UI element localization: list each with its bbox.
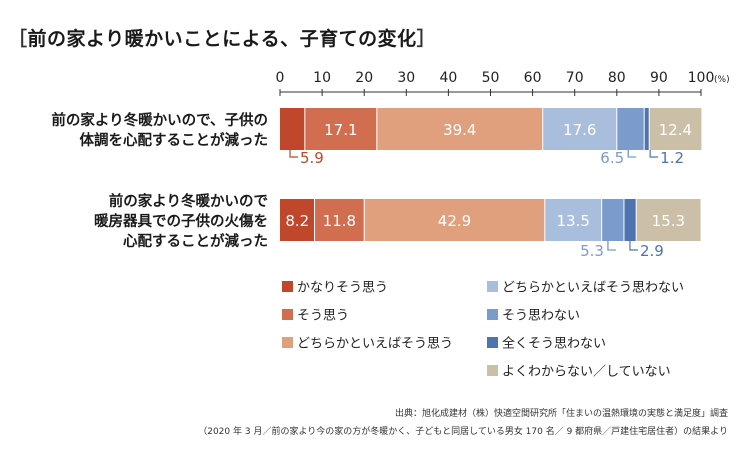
data-label: 39.4 bbox=[443, 121, 476, 139]
x-tick-label: 40 bbox=[439, 70, 457, 86]
legend-label: どちらかといえばそう思わない bbox=[502, 281, 684, 296]
bar-segment bbox=[601, 199, 624, 241]
legend-swatch bbox=[282, 337, 293, 348]
chart-title: ［前の家より暖かいことによる、子育ての変化］ bbox=[8, 24, 436, 51]
callout-leader bbox=[607, 241, 616, 251]
title-open-bracket: ［ bbox=[8, 28, 28, 50]
data-label: 12.4 bbox=[659, 121, 692, 139]
callout-label: 6.5 bbox=[600, 149, 624, 167]
x-tick-label: 10 bbox=[313, 70, 331, 86]
callout-leader bbox=[289, 150, 298, 158]
legend-swatch bbox=[487, 337, 498, 348]
title-close-bracket: ］ bbox=[416, 28, 437, 50]
category-label: 体調を心配することが減った bbox=[80, 131, 269, 149]
callout-label: 5.9 bbox=[300, 149, 324, 167]
source-line-1: 出典：旭化成建材（株）快適空間研究所「住まいの温熱環境の実態と満足度」調査 bbox=[394, 409, 728, 419]
x-unit-label: (%) bbox=[714, 75, 730, 85]
callout-leader bbox=[649, 150, 659, 158]
legend-label: そう思う bbox=[297, 309, 349, 324]
callout-leader bbox=[627, 150, 637, 158]
bar-segment bbox=[542, 108, 617, 150]
x-tick-label: 0 bbox=[276, 70, 285, 86]
category-label: 前の家より冬暖かいので bbox=[109, 192, 268, 210]
bar-segment bbox=[636, 199, 701, 241]
callout-label: 5.3 bbox=[580, 242, 604, 260]
x-tick-label: 20 bbox=[355, 70, 373, 86]
data-label: 17.1 bbox=[324, 121, 357, 139]
x-tick-label: 100 bbox=[688, 70, 715, 86]
legend-swatch bbox=[487, 281, 498, 292]
bar-segment bbox=[649, 108, 702, 150]
bar-segment bbox=[623, 199, 637, 241]
legend-label: 全くそう思わない bbox=[502, 336, 606, 352]
bar-segment bbox=[364, 199, 545, 241]
bar-segment bbox=[644, 108, 650, 150]
callout-label: 1.2 bbox=[660, 149, 684, 167]
title-text: 前の家より暖かいことによる、子育ての変化 bbox=[27, 28, 417, 50]
legend-swatch bbox=[487, 309, 498, 320]
data-label: 17.6 bbox=[563, 121, 596, 139]
legend-swatch bbox=[487, 365, 498, 376]
data-label: 15.3 bbox=[652, 212, 685, 230]
x-tick-label: 70 bbox=[566, 70, 584, 86]
x-tick-label: 80 bbox=[608, 70, 626, 86]
bar-segment bbox=[616, 108, 645, 150]
category-label: 前の家より冬暖かいので、子供の bbox=[51, 111, 268, 129]
bar-segment bbox=[314, 199, 365, 241]
x-tick-label: 90 bbox=[650, 70, 668, 86]
legend-label: どちらかといえばそう思う bbox=[297, 337, 453, 352]
category-label: 心配することが減った bbox=[123, 232, 268, 250]
category-label: 暖房器具での子供の火傷を bbox=[94, 212, 268, 230]
source-line-2: （2020 年 3 月／前の家より今の家の方が冬暖かく、子どもと同居している男女… bbox=[198, 427, 728, 437]
legend-label: そう思わない bbox=[502, 309, 580, 324]
bar-segment bbox=[304, 108, 377, 150]
legend-label: よくわからない／していない bbox=[502, 365, 671, 380]
x-tick-label: 60 bbox=[524, 70, 542, 86]
data-label: 13.5 bbox=[557, 212, 590, 230]
callout-leader bbox=[629, 241, 638, 251]
data-label: 11.8 bbox=[323, 212, 356, 230]
bar-segment bbox=[376, 108, 543, 150]
legend-swatch bbox=[282, 281, 293, 292]
x-tick-label: 50 bbox=[482, 70, 500, 86]
data-label: 8.2 bbox=[285, 212, 309, 230]
callout-label: 2.9 bbox=[640, 242, 664, 260]
bar-segment bbox=[280, 108, 305, 150]
legend-label: かなりそう思う bbox=[297, 281, 388, 296]
bar-segment bbox=[280, 199, 315, 241]
bar-segment bbox=[544, 199, 602, 241]
x-tick-label: 30 bbox=[397, 70, 415, 86]
data-label: 42.9 bbox=[438, 212, 471, 230]
legend-swatch bbox=[282, 309, 293, 320]
